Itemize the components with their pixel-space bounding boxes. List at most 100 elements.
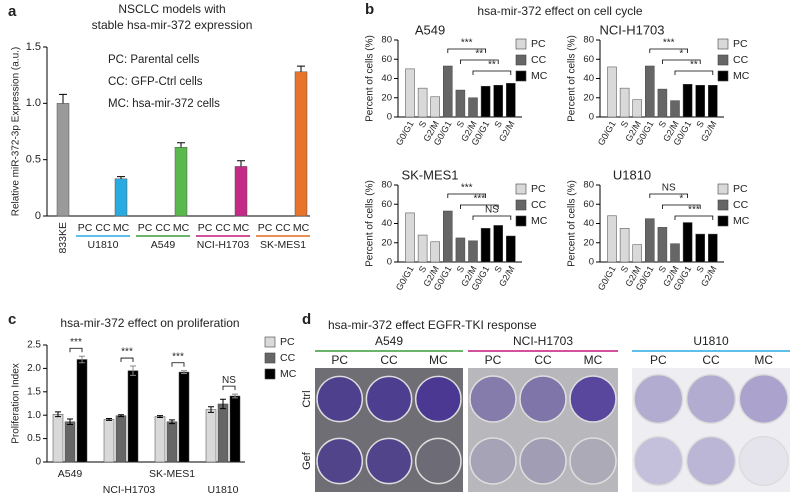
x-tick-label: NCI-H1703	[103, 484, 156, 496]
significance-bracket	[649, 48, 688, 53]
column-label: CC	[702, 353, 720, 367]
y-tick-label: 60	[583, 54, 594, 65]
bar	[645, 218, 655, 263]
x-tick-label: S	[455, 264, 467, 274]
bar	[405, 212, 415, 263]
x-tick-label: S	[694, 264, 706, 274]
column-label: CC	[534, 353, 552, 367]
legend-label: MC	[280, 368, 297, 380]
y-tick-label: 60	[583, 199, 594, 210]
plate	[569, 375, 617, 423]
panel-label: a	[8, 3, 17, 20]
x-tick-label: S	[455, 119, 467, 129]
panel-title: hsa-mir-372 effect EGFR-TKI response	[328, 318, 537, 332]
y-axis-label: Relative miR-372-3p Expression (a.u.)	[11, 47, 22, 217]
bar	[695, 84, 705, 118]
column-label: CC	[380, 353, 398, 367]
bar	[174, 147, 188, 217]
chart-title: U1810	[613, 167, 651, 182]
significance-bracket	[460, 59, 499, 64]
bar	[493, 84, 503, 118]
bar	[430, 241, 440, 263]
y-tick-label: 0	[35, 210, 41, 222]
panel-label: c	[8, 311, 16, 328]
legend-swatch	[717, 183, 729, 195]
significance-label: **	[475, 49, 483, 60]
x-tick-label: CC	[275, 222, 291, 234]
bar	[166, 421, 178, 463]
significance-label: **	[690, 60, 698, 71]
legend-swatch	[717, 54, 729, 66]
bar	[294, 71, 308, 217]
bar	[632, 99, 642, 118]
bar	[103, 419, 115, 463]
bar	[468, 240, 478, 263]
row-label: Gef	[301, 451, 313, 470]
significance-label: *	[679, 194, 683, 205]
group-label: A549	[375, 334, 403, 348]
bar	[480, 85, 491, 118]
y-tick-label: 1.5	[26, 41, 41, 53]
plate	[316, 437, 364, 485]
bar	[632, 244, 642, 263]
bar	[405, 68, 415, 118]
y-tick-label: 40	[583, 218, 594, 229]
x-tick-label: CC	[155, 222, 171, 234]
significance-bracket	[662, 204, 701, 209]
bar	[607, 215, 617, 263]
bar	[670, 100, 680, 118]
legend-swatch	[264, 336, 276, 348]
chart-title: SK-MES1	[401, 167, 458, 182]
significance-bracket	[472, 215, 512, 220]
bar	[234, 166, 248, 217]
x-tick-label: CC	[215, 222, 231, 234]
significance-bracket	[649, 193, 688, 198]
y-tick-label: 40	[381, 73, 392, 84]
y-tick-label: 20	[381, 92, 392, 103]
x-tick-label: G0/G1	[596, 264, 618, 292]
legend-swatch	[515, 38, 527, 50]
bar	[178, 371, 190, 463]
bar	[443, 210, 453, 263]
x-tick-label: SK-MES1	[149, 468, 195, 480]
y-tick-label: 2.0	[27, 363, 41, 374]
significance-label: **	[488, 60, 496, 71]
y-tick-label: 80	[381, 180, 392, 191]
plate	[365, 375, 413, 423]
x-tick-label: MC	[233, 222, 250, 234]
y-tick-label: 60	[381, 199, 392, 210]
bar	[455, 89, 466, 118]
legend-swatch	[717, 215, 729, 227]
significance-label: *	[679, 49, 683, 60]
y-tick-label: 1.0	[26, 97, 41, 109]
x-tick-label: S	[417, 264, 429, 274]
chart-title: hsa-mir-372 effect on proliferation	[60, 316, 239, 330]
bar	[607, 66, 617, 118]
chart-title: NCI-H1703	[599, 22, 664, 37]
significance-bracket	[69, 347, 83, 353]
legend-label: MC	[733, 215, 750, 227]
row-label: Ctrl	[301, 390, 313, 407]
significance-label: ***	[688, 205, 700, 216]
bar	[480, 228, 491, 263]
significance-bracket	[460, 204, 499, 209]
bar	[695, 233, 705, 263]
plate	[519, 437, 567, 485]
bar	[670, 243, 680, 263]
y-tick-label: 80	[583, 35, 594, 46]
legend-label: CC	[733, 54, 749, 66]
bar	[657, 227, 668, 263]
error-bar	[59, 93, 67, 104]
y-tick-label: 20	[381, 237, 392, 248]
x-tick-label: PC	[138, 222, 153, 234]
group-label: U1810	[693, 334, 729, 348]
bar	[619, 228, 630, 263]
x-tick-label: S	[417, 119, 429, 129]
bar	[127, 370, 139, 463]
legend-label: PC	[733, 183, 748, 195]
bar	[682, 84, 693, 118]
y-tick-label: 0	[387, 257, 392, 268]
y-tick-label: 20	[583, 237, 594, 248]
error-bar	[297, 65, 305, 72]
